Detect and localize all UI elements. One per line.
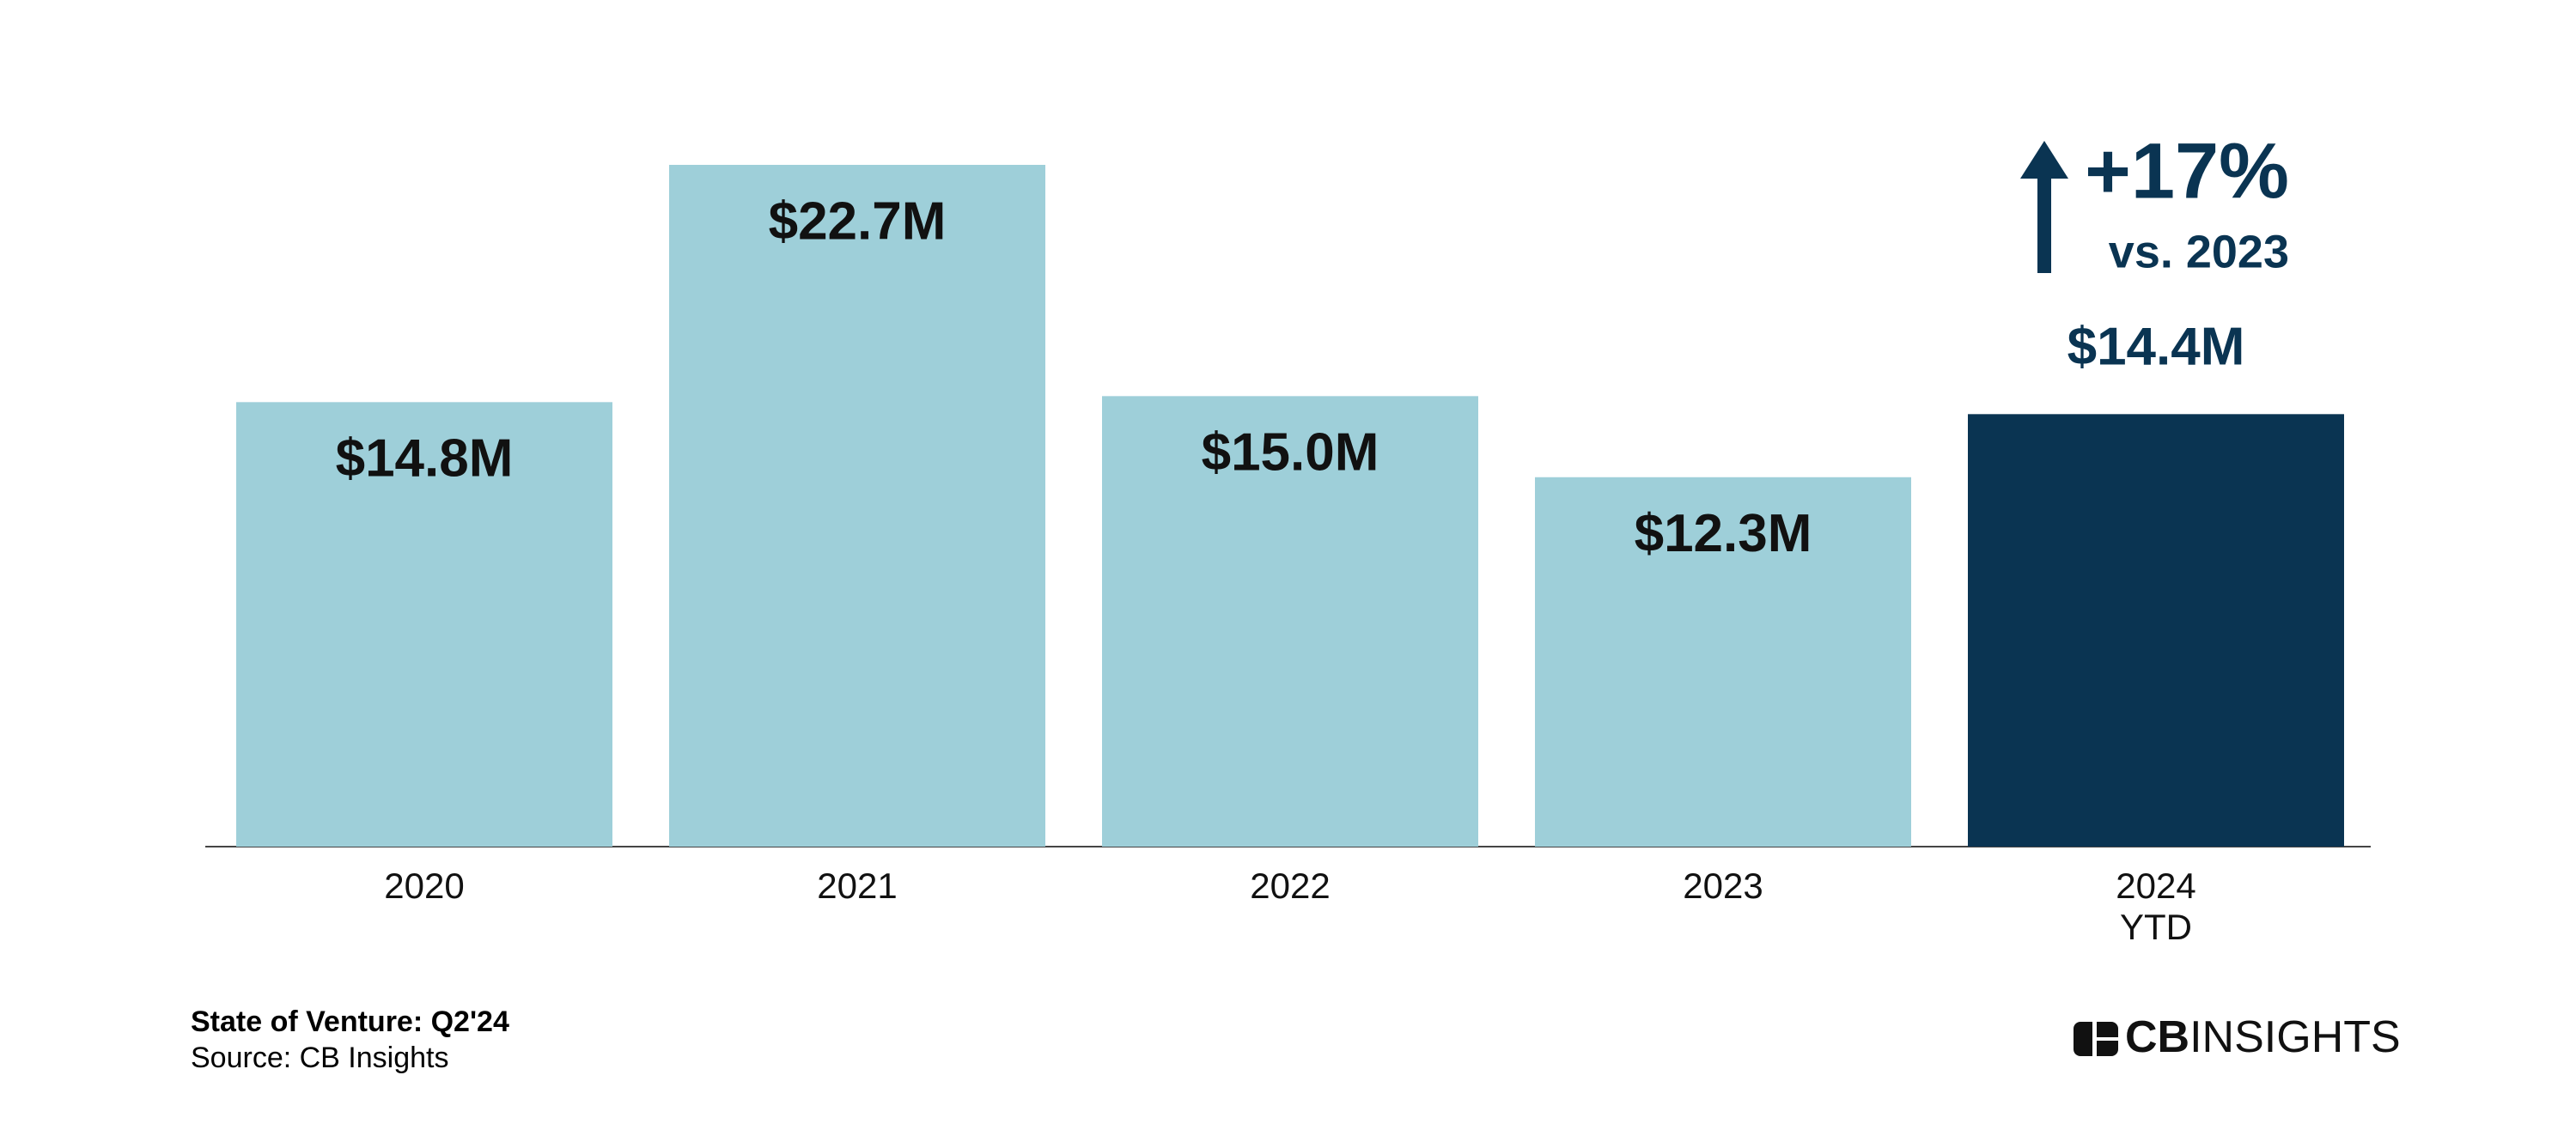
growth-annotation: +17% xyxy=(2085,127,2289,215)
x-tick-label: 2020 xyxy=(384,866,464,906)
x-tick-label: 2023 xyxy=(1683,866,1763,906)
growth-annotation-note: vs. 2023 xyxy=(2109,226,2289,277)
bar xyxy=(1535,477,1911,847)
value-label: $22.7M xyxy=(769,191,947,251)
logo-bold: CB xyxy=(2125,1012,2189,1062)
footer-title: State of Venture: Q2'24 xyxy=(191,1005,509,1038)
bar xyxy=(236,402,612,847)
bar xyxy=(1968,414,2344,847)
growth-arrow xyxy=(2020,141,2068,273)
logo-icon xyxy=(2074,1022,2118,1056)
value-label: $14.8M xyxy=(336,429,514,489)
logo: CBINSIGHTS xyxy=(2125,1012,2401,1062)
x-tick-label: 2022 xyxy=(1250,866,1330,906)
logo-rest: INSIGHTS xyxy=(2189,1012,2401,1062)
bar xyxy=(1102,396,1478,847)
bar xyxy=(669,165,1045,847)
footer-source: Source: CB Insights xyxy=(191,1042,448,1074)
value-label: $15.0M xyxy=(1202,423,1379,483)
x-tick-label: 2024 xyxy=(2116,866,2195,906)
x-tick-label: YTD xyxy=(2120,907,2192,947)
value-label: $12.3M xyxy=(1635,504,1812,563)
value-label: $14.4M xyxy=(2067,318,2245,377)
x-tick-label: 2021 xyxy=(817,866,897,906)
